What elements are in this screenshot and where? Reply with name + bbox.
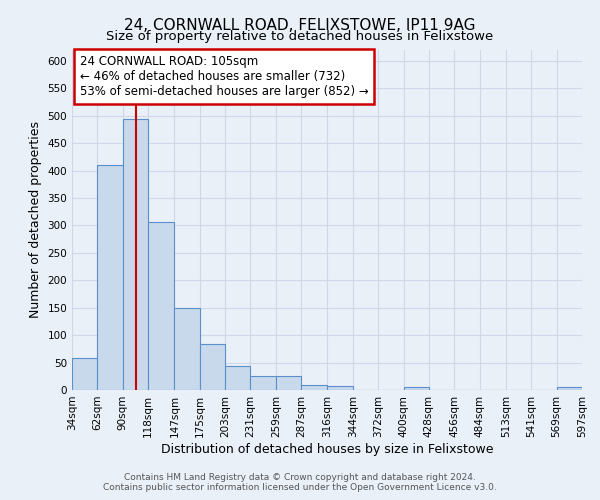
Bar bbox=[123, 118, 148, 390]
Bar bbox=[225, 366, 250, 390]
Bar bbox=[72, 358, 97, 390]
Bar bbox=[404, 388, 429, 390]
Y-axis label: Number of detached properties: Number of detached properties bbox=[29, 122, 42, 318]
Bar bbox=[175, 308, 200, 390]
Text: 24, CORNWALL ROAD, FELIXSTOWE, IP11 9AG: 24, CORNWALL ROAD, FELIXSTOWE, IP11 9AG bbox=[124, 18, 476, 32]
Bar bbox=[97, 165, 123, 390]
Text: Contains HM Land Registry data © Crown copyright and database right 2024.
Contai: Contains HM Land Registry data © Crown c… bbox=[103, 473, 497, 492]
Bar bbox=[200, 344, 225, 390]
Bar bbox=[301, 384, 328, 390]
X-axis label: Distribution of detached houses by size in Felixstowe: Distribution of detached houses by size … bbox=[161, 442, 493, 456]
Bar bbox=[276, 376, 301, 390]
Bar bbox=[557, 388, 582, 390]
Text: 24 CORNWALL ROAD: 105sqm
← 46% of detached houses are smaller (732)
53% of semi-: 24 CORNWALL ROAD: 105sqm ← 46% of detach… bbox=[80, 55, 368, 98]
Bar bbox=[250, 376, 276, 390]
Bar bbox=[328, 386, 353, 390]
Text: Size of property relative to detached houses in Felixstowe: Size of property relative to detached ho… bbox=[106, 30, 494, 43]
Bar bbox=[148, 222, 175, 390]
